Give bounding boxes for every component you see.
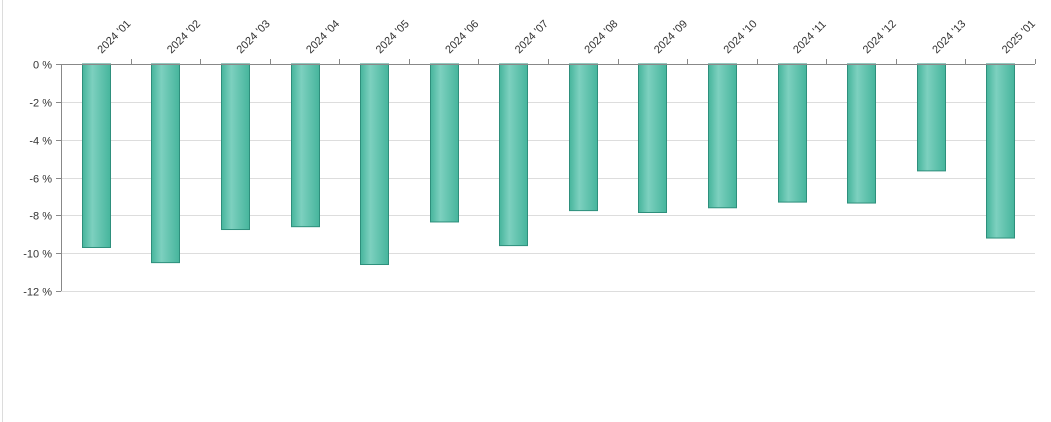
x-tick-label: 2024 '02 <box>165 18 203 56</box>
bar[interactable] <box>778 63 807 203</box>
x-tick-label: 2024 '05 <box>374 18 412 56</box>
x-tick-label: 2024 '11 <box>791 19 829 57</box>
gridlines <box>61 102 1035 292</box>
bar[interactable] <box>569 63 598 212</box>
x-tick-label: 2024 '08 <box>582 18 620 56</box>
panel-left-border <box>2 0 3 422</box>
y-tick-label: 0 % <box>33 60 52 72</box>
x-tick-label: 2024 '04 <box>304 18 342 56</box>
bar[interactable] <box>917 63 946 172</box>
bar[interactable] <box>221 63 250 231</box>
x-tick-label: 2024 '10 <box>722 18 760 56</box>
bar[interactable] <box>291 63 320 228</box>
x-tick-label: 2024 '12 <box>861 18 899 56</box>
x-tick-label: 2024 '03 <box>235 18 273 56</box>
bar[interactable] <box>82 63 111 248</box>
y-tick-label: -8 % <box>29 211 52 223</box>
x-tick-label: 2024 '01 <box>95 18 133 56</box>
y-tick-label: -2 % <box>29 98 52 110</box>
bar[interactable] <box>151 63 180 264</box>
y-tick-label: -4 % <box>29 136 52 148</box>
bar[interactable] <box>847 63 876 204</box>
y-axis: 0 % -2 % -4 % -6 % -8 % -10 % -12 % <box>23 60 62 299</box>
x-tick-label: 2025 '01 <box>1000 18 1038 56</box>
bar[interactable] <box>360 63 389 266</box>
bar[interactable] <box>986 63 1015 239</box>
x-tick-label: 2024 '07 <box>513 18 551 56</box>
x-axis: 2024 '01 2024 '02 2024 '03 2024 '04 2024 '05… <box>61 18 1038 65</box>
bar[interactable] <box>430 63 459 223</box>
bar[interactable] <box>708 63 737 209</box>
bar[interactable] <box>499 63 528 247</box>
bar[interactable] <box>638 63 667 213</box>
x-tick-label: 2024 '09 <box>652 18 690 56</box>
y-tick-label: -6 % <box>29 174 52 186</box>
y-tick-label: -12 % <box>23 287 52 299</box>
x-tick-label: 2024 '13 <box>930 18 968 56</box>
x-tick-label: 2024 '06 <box>443 18 481 56</box>
y-tick-label: -10 % <box>23 249 52 261</box>
bars <box>82 63 1015 266</box>
